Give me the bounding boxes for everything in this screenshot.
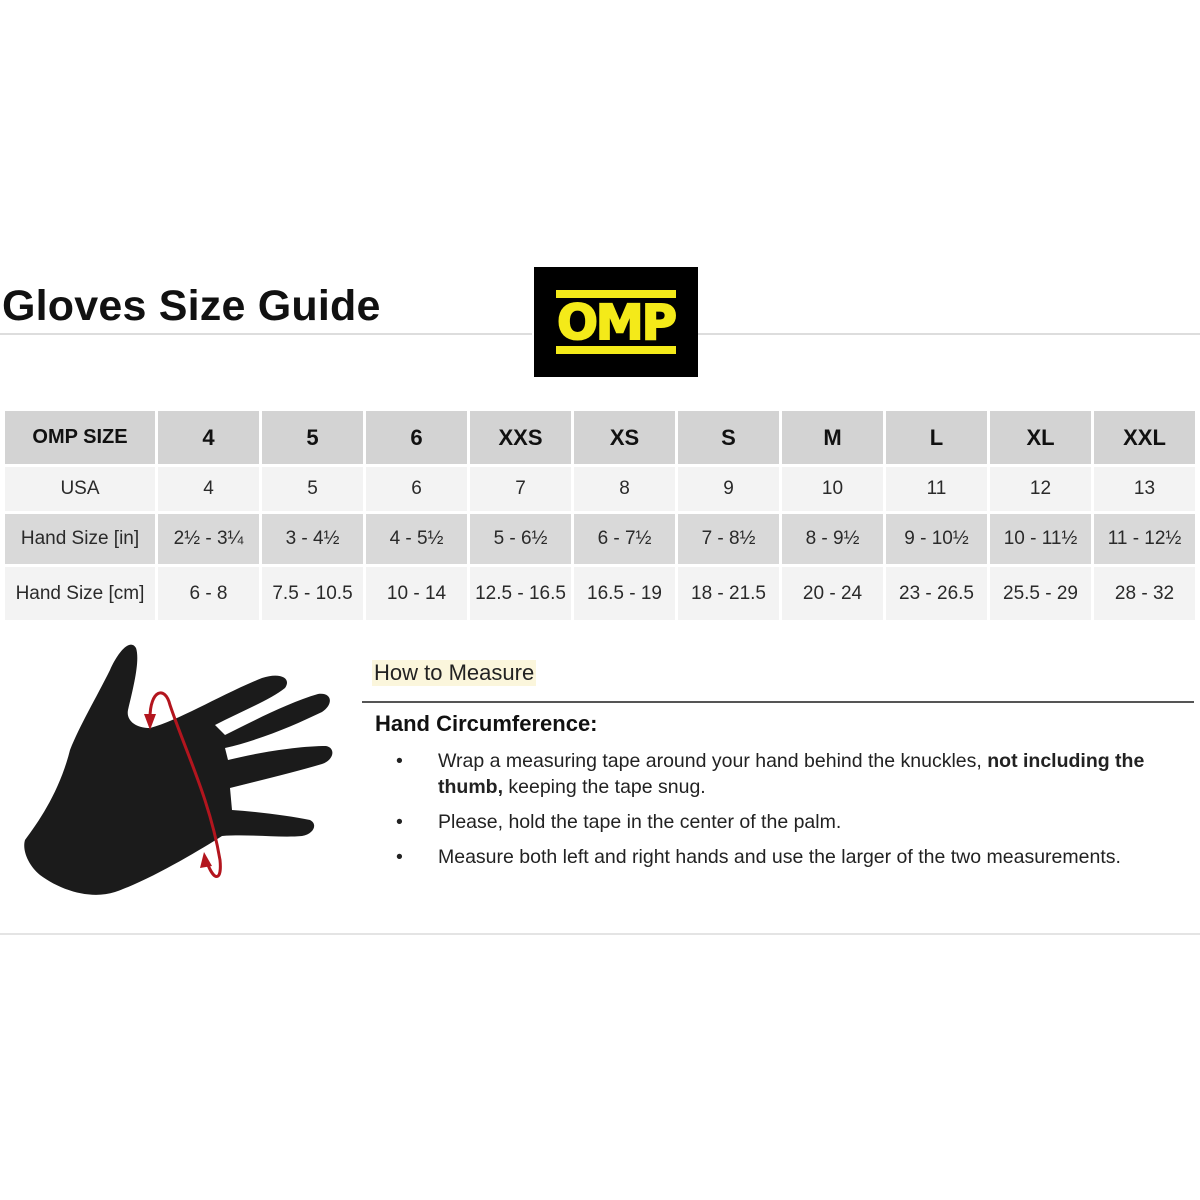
bottom-divider: [0, 933, 1200, 935]
table-row: USA 4 5 6 7 8 9 10 11 12 13: [5, 467, 1195, 511]
table-cell: 8: [574, 467, 675, 511]
size-header-cell: S: [678, 411, 779, 464]
title-divider: [0, 333, 532, 335]
step-text: keeping the tape snug.: [502, 776, 706, 798]
size-header-cell: 5: [262, 411, 363, 464]
table-cell: 20 - 24: [782, 567, 883, 620]
table-row: OMP SIZE 4 5 6 XXS XS S M L XL XXL: [5, 411, 1195, 464]
row-label: Hand Size [in]: [5, 514, 155, 564]
hand-silhouette: [24, 644, 333, 895]
size-header-cell: 4: [158, 411, 259, 464]
bullet: •: [396, 750, 403, 772]
table-row: Hand Size [cm] 6 - 8 7.5 - 10.5 10 - 14 12.5…: [5, 567, 1195, 620]
step-text: Please, hold the tape in the center of t…: [438, 811, 842, 833]
size-header-cell: 6: [366, 411, 467, 464]
measure-steps: • Wrap a measuring tape around your hand …: [392, 748, 1192, 879]
table-cell: 4 - 5½: [366, 514, 467, 564]
size-table: OMP SIZE 4 5 6 XXS XS S M L XL XXL USA 4 5 6 7 8 9 10 11 12 1…: [2, 408, 1198, 623]
table-cell: 10: [782, 467, 883, 511]
tape-line: [148, 691, 222, 878]
table-cell: 25.5 - 29: [990, 567, 1091, 620]
table-cell: 18 - 21.5: [678, 567, 779, 620]
row-label: USA: [5, 467, 155, 511]
list-item: • Measure both left and right hands and u…: [392, 844, 1192, 870]
arrow-up-icon: [144, 714, 156, 730]
logo-bar: [556, 346, 676, 354]
list-item: • Wrap a measuring tape around your hand …: [392, 748, 1192, 800]
size-header-cell: XXS: [470, 411, 571, 464]
omp-logo: OMP: [534, 267, 698, 377]
page-title: Gloves Size Guide: [2, 282, 381, 330]
table-cell: 11: [886, 467, 987, 511]
table-cell: 10 - 14: [366, 567, 467, 620]
table-cell: 9: [678, 467, 779, 511]
size-header-cell: M: [782, 411, 883, 464]
step-bold-text: not including the thumb,: [438, 750, 1145, 798]
step-text: Measure both left and right hands and us…: [438, 846, 1121, 868]
step-text: Wrap a measuring tape around your hand b…: [438, 750, 988, 772]
table-cell: 11 - 12½: [1094, 514, 1195, 564]
row-label: Hand Size [cm]: [5, 567, 155, 620]
size-header-cell: XS: [574, 411, 675, 464]
section-divider: [362, 701, 1194, 703]
logo-text: OMP: [556, 294, 678, 352]
table-cell: 5: [262, 467, 363, 511]
table-cell: 16.5 - 19: [574, 567, 675, 620]
table-row: Hand Size [in] 2½ - 3¼ 3 - 4½ 4 - 5½ 5 - 6½ 6…: [5, 514, 1195, 564]
size-header-cell: XXL: [1094, 411, 1195, 464]
table-cell: 5 - 6½: [470, 514, 571, 564]
bullet: •: [396, 846, 403, 868]
table-cell: 6 - 8: [158, 567, 259, 620]
table-cell: 12: [990, 467, 1091, 511]
table-cell: 6 - 7½: [574, 514, 675, 564]
how-to-measure-heading: How to Measure: [372, 660, 537, 686]
row-label: OMP SIZE: [5, 411, 155, 464]
table-cell: 4: [158, 467, 259, 511]
table-cell: 6: [366, 467, 467, 511]
table-cell: 23 - 26.5: [886, 567, 987, 620]
hand-measure-icon: [24, 644, 333, 895]
table-cell: 3 - 4½: [262, 514, 363, 564]
size-header-cell: XL: [990, 411, 1091, 464]
table-cell: 7.5 - 10.5: [262, 567, 363, 620]
size-header-cell: L: [886, 411, 987, 464]
table-cell: 2½ - 3¼: [158, 514, 259, 564]
table-cell: 7: [470, 467, 571, 511]
table-cell: 13: [1094, 467, 1195, 511]
table-cell: 12.5 - 16.5: [470, 567, 571, 620]
logo-bar: [556, 290, 676, 298]
table-cell: 9 - 10½: [886, 514, 987, 564]
arrow-down-icon: [200, 852, 212, 868]
title-divider: [698, 333, 1200, 335]
table-cell: 7 - 8½: [678, 514, 779, 564]
table-cell: 28 - 32: [1094, 567, 1195, 620]
table-cell: 8 - 9½: [782, 514, 883, 564]
hand-circumference-heading: Hand Circumference:: [375, 711, 598, 736]
list-item: • Please, hold the tape in the center of …: [392, 809, 1192, 835]
table-cell: 10 - 11½: [990, 514, 1091, 564]
bullet: •: [396, 811, 403, 833]
